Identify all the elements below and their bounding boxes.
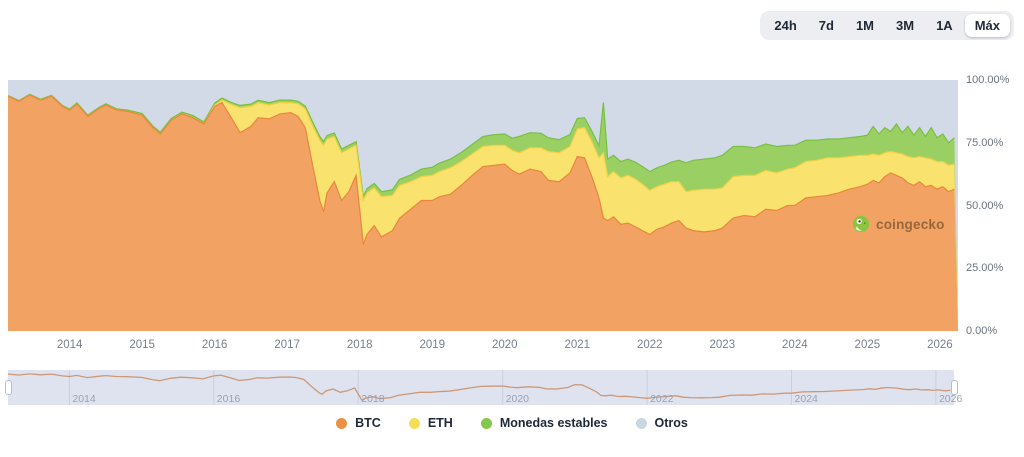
navigator-year-label: 2018 <box>361 393 385 405</box>
range-button-1m[interactable]: 1M <box>855 18 875 33</box>
x-axis-label: 2016 <box>201 339 228 351</box>
x-axis-label: 2024 <box>782 339 808 351</box>
y-axis-label: 100.00% <box>966 74 1010 86</box>
range-button-24h[interactable]: 24h <box>774 18 797 33</box>
x-axis-label: 2018 <box>346 339 373 351</box>
y-axis-label: 0.00% <box>966 325 998 337</box>
main-chart[interactable] <box>8 80 958 331</box>
x-axis-label: 2026 <box>927 339 953 351</box>
legend-label: Monedas estables <box>499 416 608 430</box>
range-button-3m[interactable]: 3M <box>896 18 915 33</box>
legend-label: ETH <box>427 416 453 430</box>
x-axis-label: 2015 <box>129 339 155 351</box>
time-range-selector: 24h 7d 1M 3M 1A Máx <box>760 11 1014 40</box>
legend-dot <box>336 417 348 429</box>
legend-item-btc[interactable]: BTC <box>336 416 381 430</box>
navigator-year-label: 2014 <box>72 393 96 405</box>
legend-label: Otros <box>654 416 688 430</box>
legend-dot <box>635 417 647 429</box>
range-button-7d[interactable]: 7d <box>818 18 834 33</box>
x-axis-label: 2014 <box>56 339 83 351</box>
x-axis-label: 2023 <box>709 339 736 351</box>
x-axis-label: 2021 <box>564 339 591 351</box>
y-axis-label: 25.00% <box>966 262 1004 275</box>
y-axis-label: 75.00% <box>966 136 1004 149</box>
range-button-1a[interactable]: 1A <box>936 18 953 33</box>
range-navigator[interactable]: 2014 2016 2018 2020 2022 2024 2026 <box>5 370 962 405</box>
legend-dot <box>408 417 420 429</box>
x-axis-label: 2019 <box>419 339 446 351</box>
y-axis-label: 50.00% <box>966 199 1004 212</box>
navigator-year-label: 2026 <box>938 393 963 405</box>
stacked-area-chart[interactable] <box>8 80 958 331</box>
navigator-handle-left[interactable] <box>5 380 12 395</box>
x-axis-label: 2022 <box>636 339 663 351</box>
legend-label: BTC <box>355 416 381 430</box>
legend-item-otros[interactable]: Otros <box>635 416 688 430</box>
x-axis-label: 2017 <box>274 339 300 351</box>
legend-dot <box>480 417 492 429</box>
legend-item-eth[interactable]: ETH <box>408 416 453 430</box>
x-axis-label: 2025 <box>854 339 881 351</box>
navigator-chart[interactable] <box>7 370 954 405</box>
x-axis-label: 2020 <box>491 339 518 351</box>
range-button-máx[interactable]: Máx <box>964 14 1010 37</box>
legend-item-monedas-estables[interactable]: Monedas estables <box>480 416 608 430</box>
navigator-handle-right[interactable] <box>951 380 958 395</box>
navigator-year-label: 2022 <box>650 393 674 405</box>
chart-legend: BTC ETH Monedas estables Otros <box>0 416 1024 430</box>
navigator-year-label: 2020 <box>505 393 530 405</box>
navigator-year-label: 2024 <box>794 393 818 405</box>
navigator-year-label: 2016 <box>216 393 241 405</box>
